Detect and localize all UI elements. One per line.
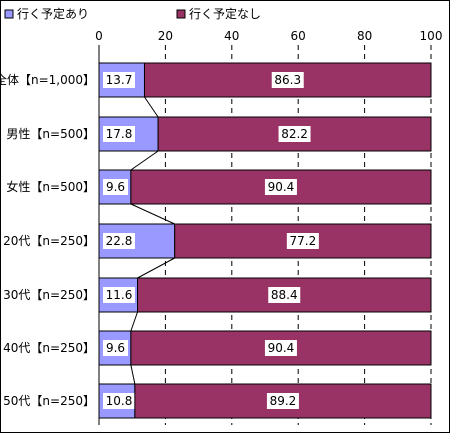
category-label: 50代【n=250】 bbox=[3, 394, 95, 408]
data-label-box bbox=[103, 233, 135, 249]
data-label: 90.4 bbox=[268, 180, 295, 194]
series-lines bbox=[130, 96, 175, 385]
category-labels: 全体【n=1,000】男性【n=500】女性【n=500】 20代【n=250】 3… bbox=[0, 72, 95, 408]
data-label-box bbox=[103, 393, 135, 409]
data-label: 13.7 bbox=[106, 73, 133, 87]
data-label-box bbox=[278, 126, 311, 142]
legend-label-1: 行く予定あり bbox=[17, 6, 89, 21]
data-label: 9.6 bbox=[106, 341, 125, 355]
x-tick-label: 80 bbox=[357, 29, 372, 43]
data-label: 88.4 bbox=[271, 288, 298, 302]
category-label: 40代【n=250】 bbox=[3, 341, 95, 355]
data-label-box bbox=[266, 393, 299, 409]
x-tick-label: 20 bbox=[158, 29, 173, 43]
bars: 13.7 86.3 17.8 82.2 9.6 90.4 22.8 77.2 11.6 88.4 9… bbox=[98, 62, 432, 419]
series-line bbox=[144, 96, 159, 118]
data-label: 10.8 bbox=[106, 394, 133, 408]
data-label: 9.6 bbox=[106, 180, 125, 194]
bar-segment bbox=[137, 277, 432, 313]
data-label: 86.3 bbox=[274, 73, 301, 87]
data-label-box bbox=[103, 340, 128, 356]
category-label: 20代【n=250】 bbox=[3, 234, 95, 248]
data-label: 90.4 bbox=[268, 341, 295, 355]
category-label: 30代【n=250】 bbox=[3, 288, 95, 302]
data-label-box bbox=[264, 340, 297, 356]
category-label: 男性【n=500】 bbox=[6, 127, 95, 141]
data-label: 17.8 bbox=[106, 127, 133, 141]
legend-swatch-1 bbox=[4, 9, 14, 19]
series-line bbox=[130, 203, 175, 225]
x-tick-label: 0 bbox=[95, 29, 103, 43]
data-label-box bbox=[103, 72, 135, 88]
x-tick-label: 100 bbox=[420, 29, 443, 43]
data-label-box bbox=[268, 287, 301, 303]
x-tick-label: 60 bbox=[291, 29, 306, 43]
legend: 行く予定あり 行く予定なし bbox=[4, 6, 261, 21]
data-label: 82.2 bbox=[281, 127, 308, 141]
series-line bbox=[130, 150, 159, 171]
category-label: 全体【n=1,000】 bbox=[1, 72, 95, 87]
series-line bbox=[130, 311, 138, 332]
data-label-box bbox=[103, 126, 135, 142]
data-label: 77.2 bbox=[289, 234, 316, 248]
legend-label-2: 行く予定なし bbox=[189, 6, 261, 21]
data-label-box bbox=[264, 179, 297, 195]
legend-swatch-2 bbox=[176, 9, 186, 19]
category-label: 女性【n=500】 bbox=[6, 179, 95, 194]
series-line bbox=[137, 257, 175, 279]
data-label: 11.6 bbox=[106, 288, 133, 302]
data-label-box bbox=[286, 233, 319, 249]
x-axis-ticks: 0 20 40 60 80 100 bbox=[95, 29, 442, 43]
data-label: 22.8 bbox=[106, 234, 133, 248]
series-line bbox=[130, 364, 136, 385]
x-tick-label: 40 bbox=[224, 29, 239, 43]
data-label-box bbox=[103, 179, 128, 195]
data-label: 89.2 bbox=[270, 394, 297, 408]
data-label-box bbox=[103, 287, 135, 303]
data-label-box bbox=[271, 72, 304, 88]
